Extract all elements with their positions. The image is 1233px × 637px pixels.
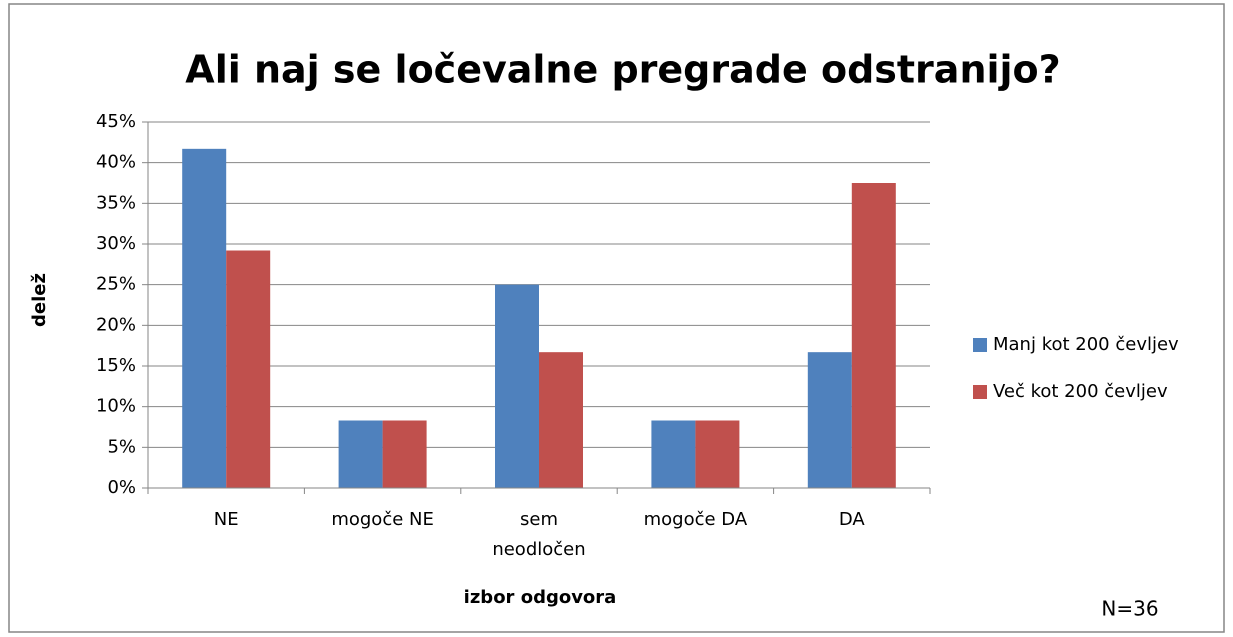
legend-label: Več kot 200 čevljev (993, 381, 1168, 402)
chart-title: Ali naj se ločevalne pregrade odstranijo… (185, 48, 1060, 92)
y-tick-label: 30% (96, 233, 136, 254)
x-tick-label: mogoče DA (644, 509, 748, 530)
bar (695, 420, 740, 488)
y-tick-label: 0% (107, 477, 136, 498)
y-tick-label: 20% (96, 314, 136, 335)
y-tick-label: 35% (96, 192, 136, 213)
bar (226, 250, 271, 488)
y-tick-label: 40% (96, 152, 136, 173)
bar (182, 148, 227, 488)
bar (382, 420, 427, 488)
x-tick-label: mogoče NE (331, 509, 434, 530)
bar (651, 420, 696, 488)
x-tick-label: sem neodločen (492, 509, 585, 560)
bar (338, 420, 383, 488)
bar (539, 352, 583, 488)
legend-label: Manj kot 200 čevljev (993, 334, 1179, 355)
y-tick-label: 45% (96, 111, 136, 132)
y-tick-label: 25% (96, 274, 136, 295)
y-tick-label: 10% (96, 396, 136, 417)
y-tick-label: 5% (107, 436, 136, 457)
x-tick-label: DA (839, 509, 866, 530)
y-axis-label: delež (29, 273, 50, 327)
legend-swatch (973, 338, 987, 352)
legend-swatch (973, 385, 987, 399)
bar (851, 183, 896, 488)
annotation: N=36 (1101, 597, 1158, 621)
bar (807, 352, 852, 488)
y-tick-label: 15% (96, 355, 136, 376)
bar (495, 284, 539, 488)
x-axis-label: izbor odgovora (464, 587, 617, 608)
x-tick-label: NE (214, 509, 239, 530)
